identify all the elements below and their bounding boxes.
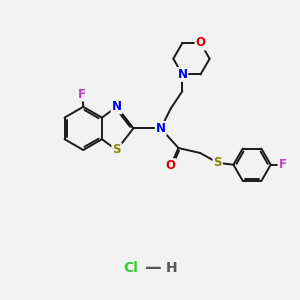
Text: H: H <box>166 261 177 275</box>
Text: S: S <box>112 143 121 157</box>
Text: —: — <box>144 259 160 277</box>
Text: N: N <box>156 122 166 135</box>
Text: O: O <box>166 159 176 172</box>
Text: Cl: Cl <box>123 261 138 275</box>
Text: S: S <box>214 156 222 169</box>
Text: N: N <box>177 68 188 81</box>
Text: N: N <box>112 100 122 113</box>
Text: O: O <box>196 37 206 50</box>
Text: F: F <box>78 88 86 100</box>
Text: F: F <box>278 158 286 171</box>
